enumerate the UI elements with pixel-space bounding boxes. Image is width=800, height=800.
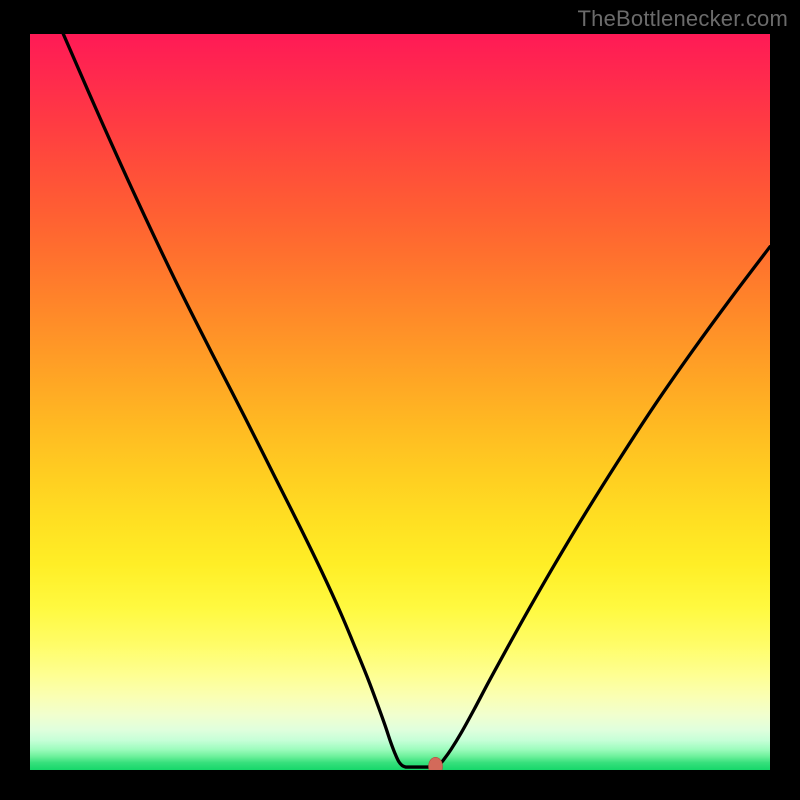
chart-frame [30, 34, 770, 770]
bottleneck-chart [30, 34, 770, 770]
gradient-background [30, 34, 770, 770]
watermark-text: TheBottlenecker.com [578, 6, 788, 32]
